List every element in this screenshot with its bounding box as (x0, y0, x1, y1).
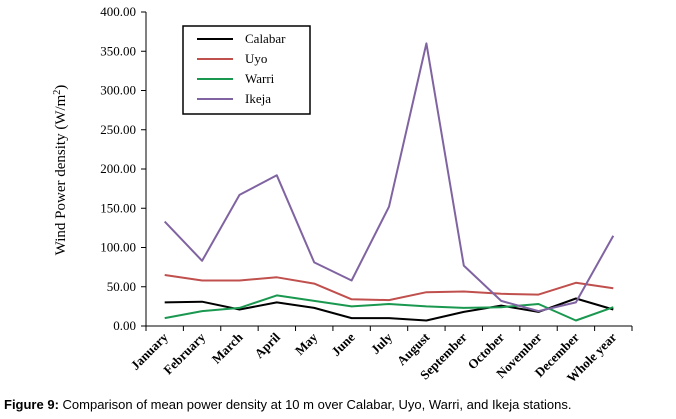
y-tick-label: 400.00 (100, 4, 136, 19)
y-tick-label: 300.00 (100, 83, 136, 98)
legend-label-ikeja: Ikeja (245, 91, 271, 106)
figure-caption: Figure 9: Comparison of mean power densi… (4, 397, 674, 412)
x-tick-label: April (251, 329, 283, 361)
y-tick-label: 0.00 (113, 318, 136, 333)
x-tick-label: March (209, 329, 247, 367)
legend-label-calabar: Calabar (245, 31, 286, 46)
caption-text: Comparison of mean power density at 10 m… (58, 397, 572, 412)
y-tick-label: 100.00 (100, 240, 136, 255)
x-tick-label: June (328, 329, 358, 359)
line-chart: 0.00 50.00 100.00 150.00 200.00 250.00 300.00 3… (52, 4, 633, 385)
legend: Calabar Uyo Warri Ikeja (182, 25, 311, 115)
caption-label: Figure 9: (4, 397, 59, 412)
y-axis-ticks: 0.00 50.00 100.00 150.00 200.00 250.00 300.00 3… (100, 4, 146, 333)
y-tick-label: 150.00 (100, 200, 136, 215)
x-tick-label: May (292, 329, 321, 358)
y-tick-label: 250.00 (100, 122, 136, 137)
y-tick-label: 350.00 (100, 43, 136, 58)
y-tick-label: 200.00 (100, 161, 136, 176)
series-line-uyo (164, 274, 614, 302)
x-tick-label: July (368, 329, 396, 357)
y-tick-label: 50.00 (107, 279, 136, 294)
series-line-ikeja (163, 42, 615, 313)
series-line-warri (164, 294, 614, 322)
x-tick-label: February (160, 329, 208, 377)
legend-label-uyo: Uyo (245, 51, 267, 66)
y-axis-label: Wind Power density (W/m2) (52, 85, 70, 256)
series-lines (163, 42, 615, 322)
legend-label-warri: Warri (245, 71, 275, 86)
